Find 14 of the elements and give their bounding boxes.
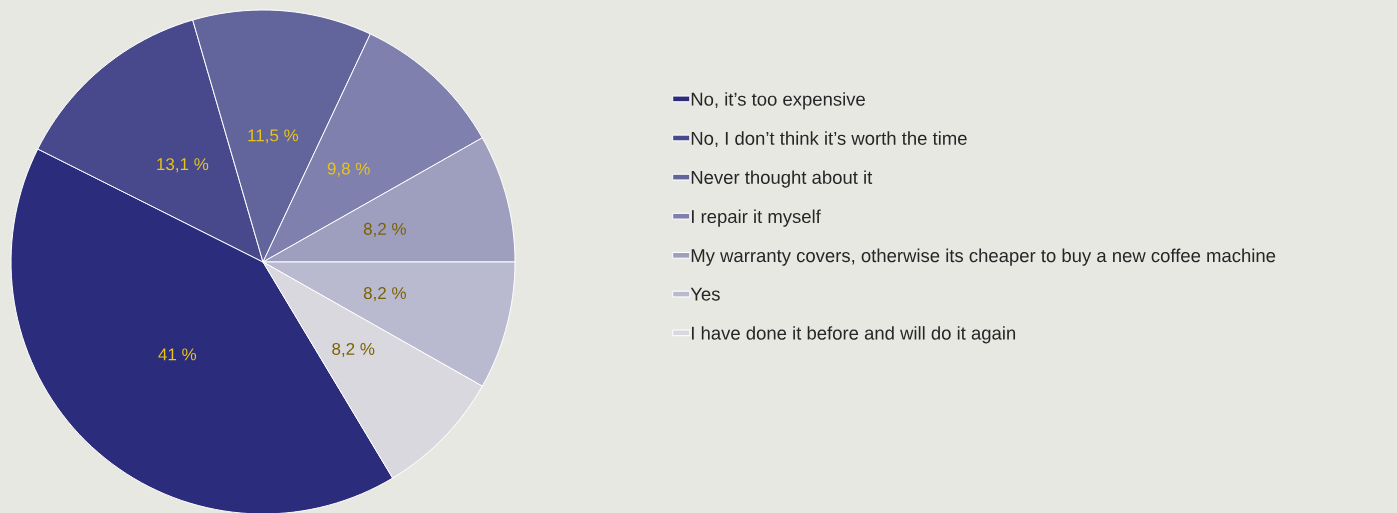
legend-label: Yes (690, 287, 720, 301)
legend-label: My warranty covers, otherwise its cheaper to buy a new coffee machine (691, 248, 1276, 266)
data-label: 8,2 % (363, 222, 406, 237)
data-label: 41 % (158, 348, 197, 361)
data-label: 8,2 % (363, 287, 406, 302)
data-label: 13,1 % (157, 158, 209, 173)
data-label: 8,2 % (332, 342, 375, 357)
data-label: 11,5 % (248, 129, 299, 144)
legend-label: No, it’s too expensive (691, 92, 865, 110)
legend-label: I repair it myself (691, 209, 821, 227)
legend-label: I have done it before and will do it again (691, 326, 1016, 344)
legend-label: Never thought about it (691, 170, 873, 188)
data-label: 9,8 % (327, 162, 370, 177)
legend-label: No, I don’t think it’s worth the time (691, 131, 967, 148)
